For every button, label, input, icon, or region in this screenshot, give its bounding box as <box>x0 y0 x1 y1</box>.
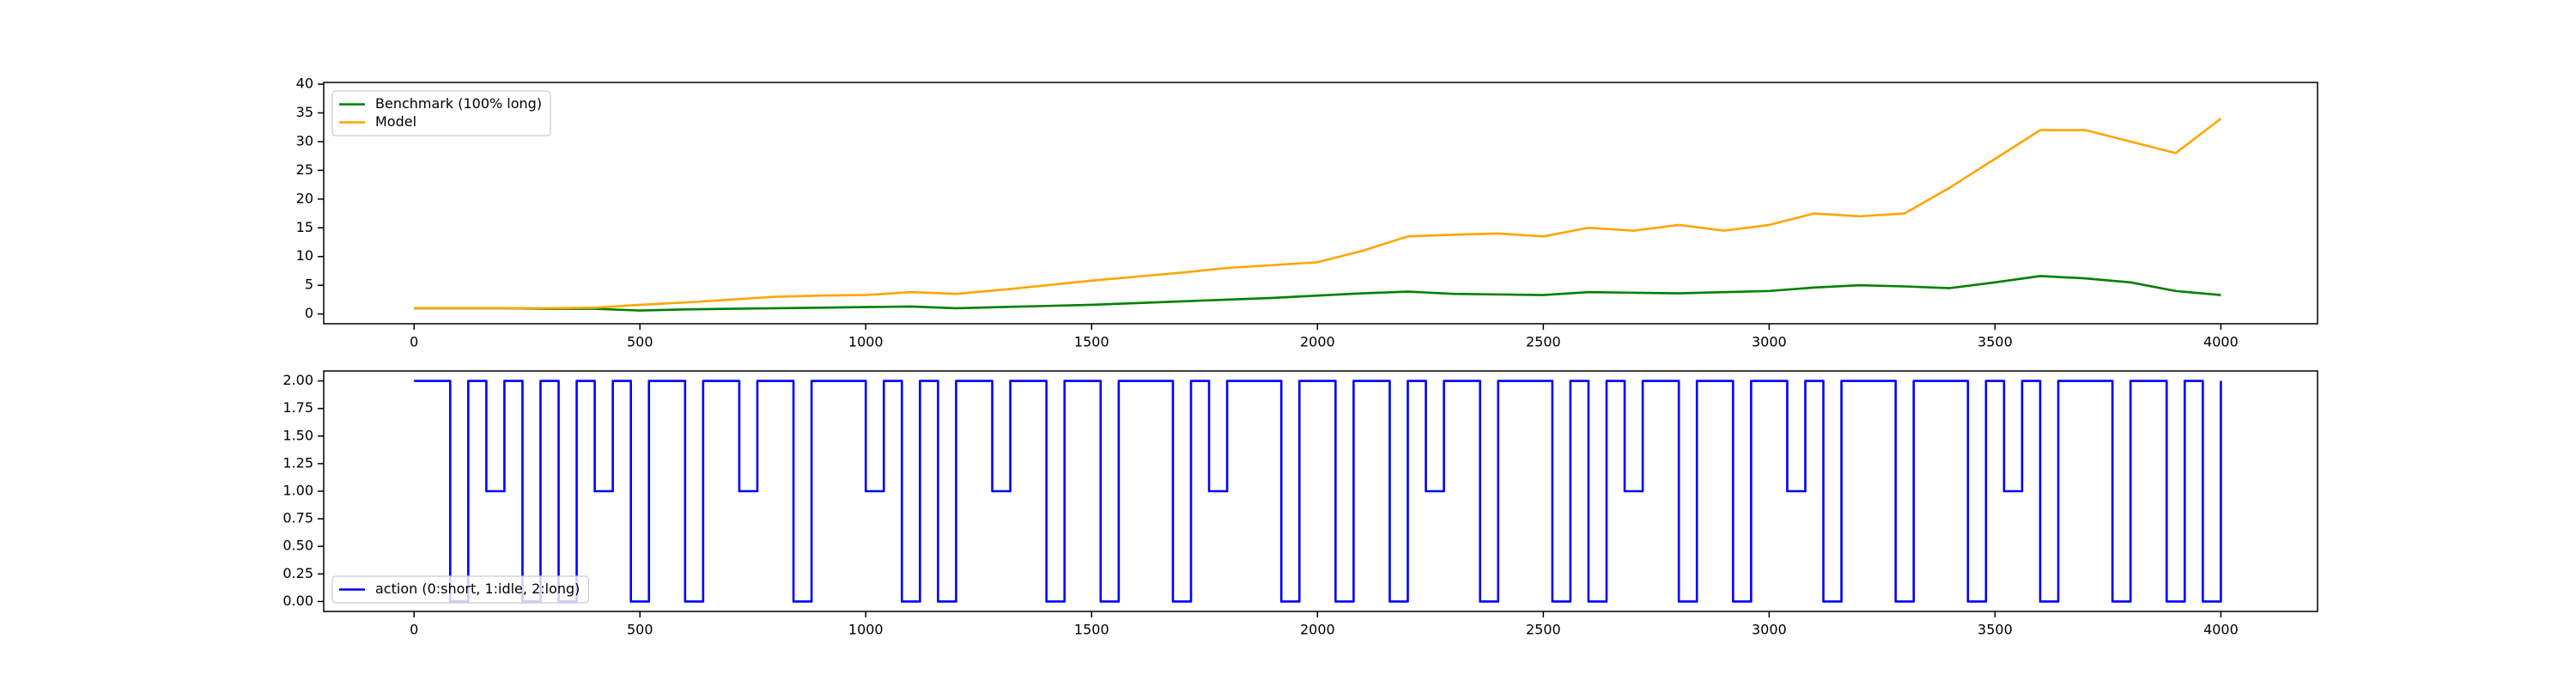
y-tick-label: 0.00 <box>283 593 313 609</box>
x-tick-label: 1000 <box>848 334 884 350</box>
y-tick-label: 1.25 <box>283 454 313 471</box>
plot-area <box>414 118 2222 312</box>
y-tick-label: 0 <box>305 305 313 321</box>
x-tick-label: 3000 <box>1752 622 1787 638</box>
y-tick-label: 0.75 <box>283 510 313 526</box>
y-tick-label: 1.00 <box>283 483 313 499</box>
y-tick-label: 40 <box>296 76 313 92</box>
legend-label: action (0:short, 1:idle, 2:long) <box>375 581 580 597</box>
y-tick-label: 25 <box>296 161 313 178</box>
x-tick-label: 1500 <box>1074 622 1109 638</box>
y-tick-label: 1.50 <box>283 427 313 443</box>
x-tick-label: 2000 <box>1300 334 1335 350</box>
legend: Benchmark (100% long)Model <box>331 90 551 137</box>
axes-frame <box>323 82 2318 325</box>
x-tick-label: 2500 <box>1526 622 1561 638</box>
x-tick-label: 1000 <box>848 622 884 638</box>
series-line <box>414 118 2222 310</box>
x-tick-label: 0 <box>410 622 418 638</box>
x-tick-label: 500 <box>627 334 653 350</box>
y-tick-label: 5 <box>305 277 313 293</box>
y-tick-label: 0.25 <box>283 565 313 581</box>
plot-area <box>414 380 2222 603</box>
y-tick-label: 15 <box>296 219 313 235</box>
x-tick-label: 2000 <box>1300 622 1335 638</box>
x-tick-label: 2500 <box>1526 334 1561 350</box>
y-tick-label: 1.75 <box>283 399 313 416</box>
x-tick-label: 500 <box>627 622 653 638</box>
x-tick-label: 1500 <box>1074 334 1109 350</box>
series-line <box>414 380 2222 603</box>
legend-label: Benchmark (100% long) <box>375 95 542 112</box>
legend: action (0:short, 1:idle, 2:long) <box>331 575 590 604</box>
x-tick-label: 3500 <box>1978 334 2013 350</box>
y-tick-label: 10 <box>296 247 313 264</box>
x-tick-label: 4000 <box>2203 622 2239 638</box>
y-tick-label: 35 <box>296 104 313 120</box>
y-tick-label: 0.50 <box>283 538 313 554</box>
series-line <box>414 275 2221 312</box>
x-tick-label: 3000 <box>1752 334 1787 350</box>
y-tick-label: 30 <box>296 132 313 149</box>
x-tick-label: 4000 <box>2203 334 2239 350</box>
legend-label: Model <box>375 113 416 130</box>
x-tick-label: 3500 <box>1978 622 2013 638</box>
legend-box <box>331 575 590 604</box>
y-tick-label: 20 <box>296 190 313 206</box>
legend-box <box>331 90 551 137</box>
x-tick-label: 0 <box>410 334 418 350</box>
y-tick-label: 2.00 <box>283 372 313 388</box>
